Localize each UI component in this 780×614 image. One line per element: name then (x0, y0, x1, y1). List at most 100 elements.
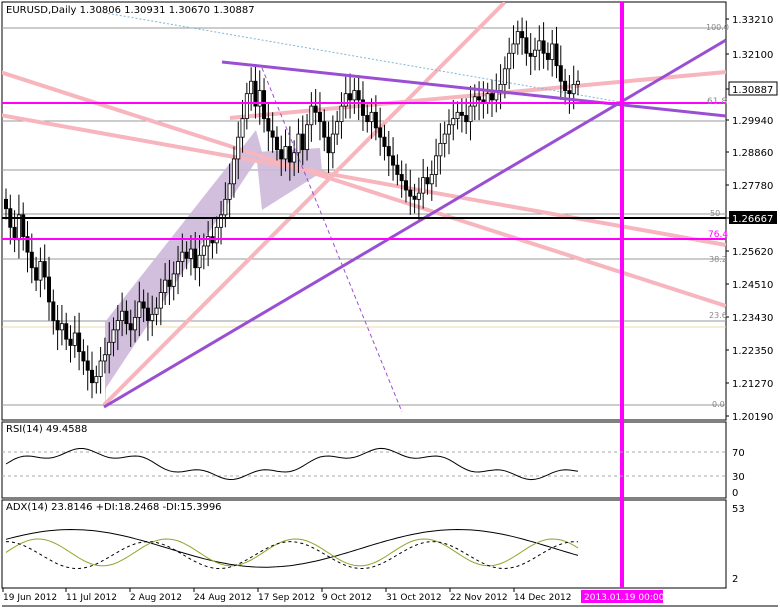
candle-body (528, 52, 533, 57)
x-axis-label: 19 Jun 2012 (3, 593, 57, 603)
candle-body (326, 136, 331, 154)
adx-label: ADX(14) 23.8146 +DI:18.2468 -DI:15.3996 (6, 502, 222, 513)
candle-body (425, 177, 430, 185)
rsi-axis-70: 70 (732, 448, 745, 459)
main-plot-area (2, 2, 726, 413)
candle-body (184, 251, 189, 259)
candle-body (188, 248, 193, 259)
candle-body (102, 354, 107, 362)
candle-body (412, 195, 417, 200)
candle-body (90, 369, 95, 384)
candle-body (98, 360, 103, 377)
fib-label-236: 23.6 (709, 311, 727, 320)
candle-body (29, 251, 34, 269)
candle-body (459, 111, 464, 116)
y-axis-label: 1.28860 (732, 148, 773, 159)
candle-body (133, 317, 138, 331)
x-axis-label: 22 Nov 2012 (450, 593, 508, 603)
candle-body (403, 180, 408, 191)
candle-body (55, 320, 60, 331)
purple-resistance-trendline (221, 60, 726, 118)
plus-di-line (5, 538, 579, 567)
candle-body (511, 43, 516, 54)
candle-body (399, 174, 404, 182)
candle-body (94, 376, 99, 384)
current-price-label: 1.30887 (732, 85, 773, 96)
candle-body (176, 261, 181, 275)
fib-label-0: 0.0 (712, 400, 725, 409)
symbol-label: EURUSD,Daily 1.30806 1.30931 1.30670 1.3… (6, 5, 255, 16)
candle-body (545, 52, 550, 60)
channel-band (105, 130, 262, 410)
candle-body (339, 105, 344, 123)
candle-body (287, 146, 292, 163)
candle-body (274, 136, 279, 151)
y-axis-label: 1.33210 (732, 15, 773, 26)
candle-body (356, 90, 361, 101)
candle-body (111, 329, 116, 343)
candle-body (477, 96, 482, 101)
rsi-line (5, 447, 579, 481)
candle-body (59, 323, 64, 331)
candle-body (378, 127, 383, 138)
candle-body (141, 301, 146, 309)
minus-di-line (5, 541, 579, 570)
candle-body (416, 192, 421, 200)
candle-body (249, 80, 254, 95)
candle-body (485, 93, 490, 104)
candle-body (571, 83, 576, 95)
y-axis-label: 1.23430 (732, 313, 773, 324)
candle-body (386, 146, 391, 157)
marked-level-label: 1.26667 (732, 214, 773, 225)
candle-body (236, 136, 241, 160)
candle-body (330, 133, 335, 154)
cursor-date-box (581, 590, 663, 603)
candle-body (348, 93, 353, 101)
candle-body (68, 338, 73, 346)
candle-body (244, 93, 249, 119)
candle-body (576, 80, 581, 85)
candle-body (253, 80, 258, 107)
candle-body (12, 226, 17, 241)
pink-descending-line-2 (2, 113, 726, 247)
candle-body (81, 351, 86, 362)
x-axis-label: 9 Oct 2012 (322, 593, 372, 603)
candle-body (300, 133, 305, 151)
candle-body (558, 65, 563, 82)
y-axis-label: 1.24510 (732, 280, 773, 291)
rsi-label: RSI(14) 49.4588 (6, 424, 88, 435)
rsi-pane-frame (1, 421, 727, 499)
candle-body (262, 90, 267, 119)
candle-body (296, 133, 301, 154)
candle-body (317, 111, 322, 123)
candle-body (472, 96, 477, 107)
candle-body (360, 99, 365, 116)
adx-line (5, 528, 579, 568)
candle-body (197, 254, 202, 269)
adx-axis-2: 2 (732, 574, 738, 585)
candle-body (25, 236, 30, 253)
candle-body (438, 143, 443, 157)
x-axis-label: 31 Oct 2012 (386, 593, 442, 603)
y-axis-label: 1.27780 (732, 181, 773, 192)
candle-body (266, 118, 271, 132)
fib-label-764: 76.4 (708, 230, 728, 240)
candle-body (524, 37, 529, 54)
candle-body (541, 40, 546, 54)
candle-body (193, 248, 198, 269)
candle-body (468, 105, 473, 123)
candle-body (4, 198, 9, 210)
candle-body (115, 320, 120, 331)
candle-body (154, 307, 159, 315)
candle-body (137, 301, 142, 318)
candle-body (429, 174, 434, 185)
candle-body (451, 118, 456, 126)
candle-body (231, 158, 236, 185)
x-axis-label: 11 Jul 2012 (66, 593, 117, 603)
candle-body (563, 80, 568, 91)
candle-body (554, 43, 559, 67)
rsi-axis-0: 0 (732, 488, 738, 499)
candle-body (42, 261, 47, 278)
candle-body (257, 90, 262, 107)
